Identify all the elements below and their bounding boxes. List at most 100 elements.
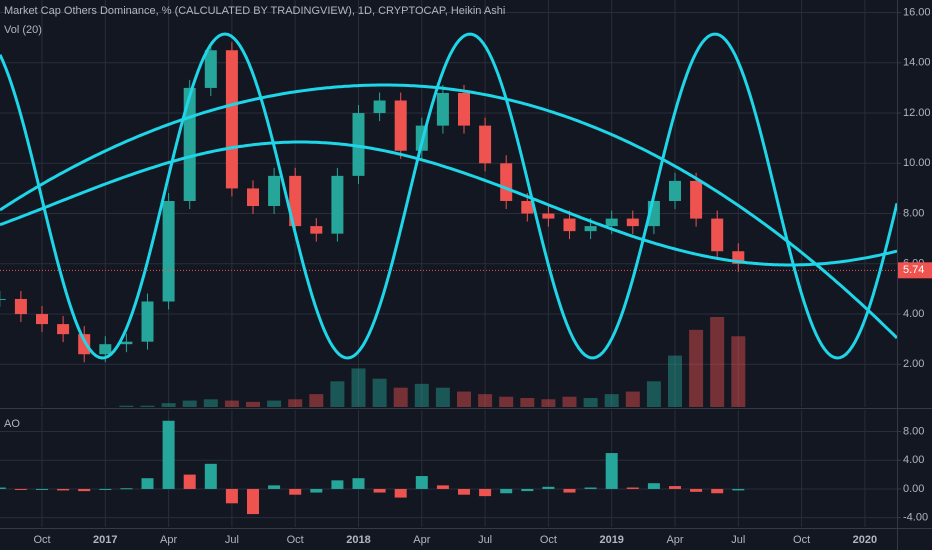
- candle-body: [500, 163, 513, 201]
- ao-bar: [225, 488, 238, 504]
- candle-body: [78, 334, 91, 355]
- ao-bar: [183, 474, 196, 489]
- candle-body: [521, 200, 534, 214]
- ao-bar: [436, 485, 449, 489]
- ao-bar: [542, 486, 555, 489]
- volume-bar: [625, 391, 640, 407]
- ao-pane: [0, 420, 745, 515]
- ao-bar: [0, 487, 6, 489]
- ao-bar: [141, 478, 154, 489]
- candle-body: [584, 226, 597, 232]
- y-tick-label: 0.00: [903, 483, 924, 495]
- candle-body: [711, 218, 724, 252]
- x-tick-label: Jul: [478, 534, 492, 546]
- volume-bar: [583, 398, 598, 407]
- candle-body: [289, 175, 302, 227]
- volume-bar: [668, 355, 682, 407]
- volume-bar: [541, 399, 556, 407]
- ao-bar: [99, 488, 112, 490]
- volume-bar: [224, 400, 239, 407]
- sine-drawing: [0, 32, 897, 360]
- candle-body: [268, 175, 281, 207]
- candle-body: [542, 213, 555, 219]
- candle-body: [626, 218, 639, 227]
- candle-body: [394, 100, 407, 151]
- sine-drawing: [0, 83, 897, 340]
- candle-body: [331, 175, 344, 234]
- volume-bar: [499, 396, 514, 407]
- x-tick-label: Apr: [160, 534, 177, 546]
- ao-bar: [268, 485, 281, 489]
- ao-bar: [626, 487, 639, 489]
- x-tick-label: 2017: [93, 534, 117, 546]
- candle-body: [352, 113, 365, 176]
- ao-bar: [352, 478, 365, 489]
- ao-bar: [57, 488, 70, 491]
- last-price-box: [898, 262, 932, 279]
- ao-title: AO: [4, 418, 20, 430]
- volume-bar: [119, 405, 134, 407]
- candle-body: [458, 92, 470, 126]
- ao-bar: [204, 463, 217, 489]
- volume-bar: [351, 368, 366, 407]
- candle-body: [57, 324, 70, 335]
- volume-bar: [182, 400, 197, 407]
- volume-bar: [161, 403, 176, 407]
- ao-bar: [711, 488, 724, 494]
- ao-bar: [479, 488, 492, 497]
- y-tick-label: 14.00: [903, 57, 931, 69]
- volume-bar: [562, 396, 577, 407]
- candle-body: [14, 298, 27, 315]
- candle-body: [120, 341, 133, 345]
- volume-bar: [393, 387, 408, 407]
- candle-body: [373, 100, 386, 114]
- x-tick-label: Jul: [225, 534, 239, 546]
- volume-bar: [309, 394, 324, 407]
- candle-body: [99, 344, 112, 355]
- ao-bar: [500, 488, 513, 494]
- ao-bar: [669, 486, 681, 489]
- ao-bar: [647, 483, 660, 489]
- ao-bar: [162, 420, 175, 489]
- candle-body: [141, 301, 154, 342]
- ao-bar: [289, 488, 302, 495]
- ao-bar: [605, 453, 618, 489]
- volume-bar: [604, 394, 619, 407]
- candle-body: [162, 200, 175, 302]
- x-tick-label: 2020: [853, 534, 877, 546]
- volume-bar: [372, 378, 387, 407]
- y-tick-label: -4.00: [903, 512, 928, 524]
- ao-bar: [14, 488, 27, 490]
- y-tick-label: 4.00: [903, 454, 924, 466]
- y-tick-label: 8.00: [903, 425, 924, 437]
- x-tick-label: 2019: [599, 534, 623, 546]
- ao-bar: [310, 488, 323, 493]
- volume-bar: [435, 387, 450, 407]
- candle-body: [436, 92, 449, 126]
- volume-bar: [414, 383, 429, 407]
- ao-bar: [458, 488, 470, 495]
- ao-bar: [394, 488, 407, 498]
- volume-label: Vol (20): [4, 24, 42, 36]
- ao-bar: [247, 488, 259, 515]
- volume-bar: [246, 401, 260, 407]
- last-price-label: 5.74: [903, 264, 924, 276]
- volume-bar: [203, 399, 218, 407]
- y-tick-label: 2.00: [903, 358, 924, 370]
- y-tick-label: 16.00: [903, 6, 931, 18]
- volume-bar: [520, 398, 535, 407]
- volume-bar: [288, 399, 303, 407]
- ao-bar: [690, 488, 703, 492]
- x-tick-label: Apr: [413, 534, 430, 546]
- volume-bar: [267, 400, 282, 407]
- x-tick-label: Oct: [793, 534, 810, 546]
- candle-body: [605, 218, 618, 227]
- x-tick-label: Oct: [33, 534, 50, 546]
- ao-bar: [373, 488, 386, 493]
- candle-body: [36, 314, 48, 325]
- ao-bar: [120, 488, 133, 490]
- candle-body: [690, 180, 703, 219]
- candle-body: [669, 180, 681, 201]
- candle-body: [479, 125, 492, 164]
